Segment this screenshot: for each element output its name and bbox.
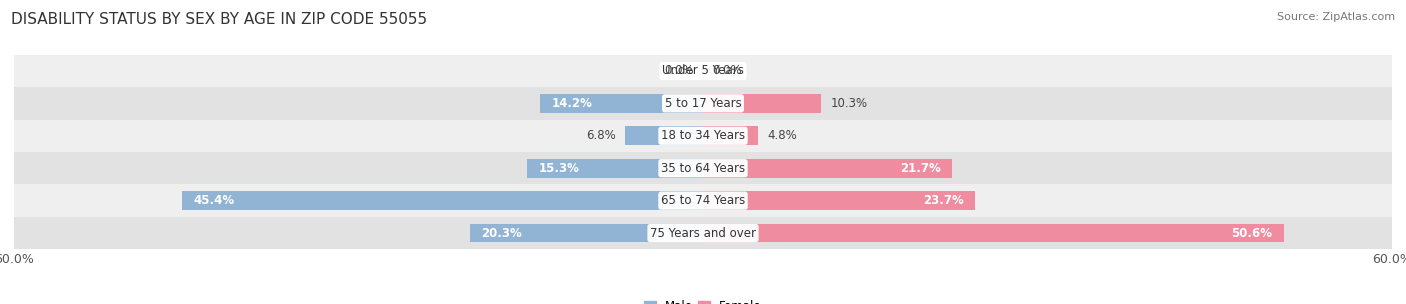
Text: 6.8%: 6.8% bbox=[586, 129, 616, 142]
Text: 18 to 34 Years: 18 to 34 Years bbox=[661, 129, 745, 142]
Text: 20.3%: 20.3% bbox=[481, 226, 522, 240]
Bar bbox=[14, 152, 1392, 185]
Bar bbox=[14, 185, 1392, 217]
Text: 21.7%: 21.7% bbox=[900, 162, 941, 175]
Bar bbox=[14, 119, 1392, 152]
Legend: Male, Female: Male, Female bbox=[640, 295, 766, 304]
Text: 14.2%: 14.2% bbox=[551, 97, 592, 110]
Bar bbox=[527, 159, 703, 178]
Bar bbox=[703, 224, 1284, 243]
Text: Under 5 Years: Under 5 Years bbox=[662, 64, 744, 78]
Text: DISABILITY STATUS BY SEX BY AGE IN ZIP CODE 55055: DISABILITY STATUS BY SEX BY AGE IN ZIP C… bbox=[11, 12, 427, 27]
Text: 4.8%: 4.8% bbox=[768, 129, 797, 142]
Bar bbox=[703, 191, 976, 210]
Bar bbox=[181, 191, 703, 210]
Text: 65 to 74 Years: 65 to 74 Years bbox=[661, 194, 745, 207]
Bar bbox=[14, 217, 1392, 249]
Text: 5 to 17 Years: 5 to 17 Years bbox=[665, 97, 741, 110]
Bar bbox=[470, 224, 703, 243]
Bar bbox=[703, 159, 952, 178]
Bar bbox=[540, 94, 703, 113]
Text: Source: ZipAtlas.com: Source: ZipAtlas.com bbox=[1277, 12, 1395, 22]
Text: 75 Years and over: 75 Years and over bbox=[650, 226, 756, 240]
Text: 0.0%: 0.0% bbox=[713, 64, 742, 78]
Text: 50.6%: 50.6% bbox=[1232, 226, 1272, 240]
Text: 10.3%: 10.3% bbox=[831, 97, 868, 110]
Bar bbox=[624, 126, 703, 145]
Text: 35 to 64 Years: 35 to 64 Years bbox=[661, 162, 745, 175]
Bar bbox=[14, 55, 1392, 87]
Text: 15.3%: 15.3% bbox=[538, 162, 579, 175]
Text: 23.7%: 23.7% bbox=[922, 194, 963, 207]
Bar bbox=[14, 87, 1392, 119]
Bar bbox=[703, 126, 758, 145]
Bar bbox=[703, 94, 821, 113]
Text: 45.4%: 45.4% bbox=[193, 194, 235, 207]
Text: 0.0%: 0.0% bbox=[664, 64, 693, 78]
